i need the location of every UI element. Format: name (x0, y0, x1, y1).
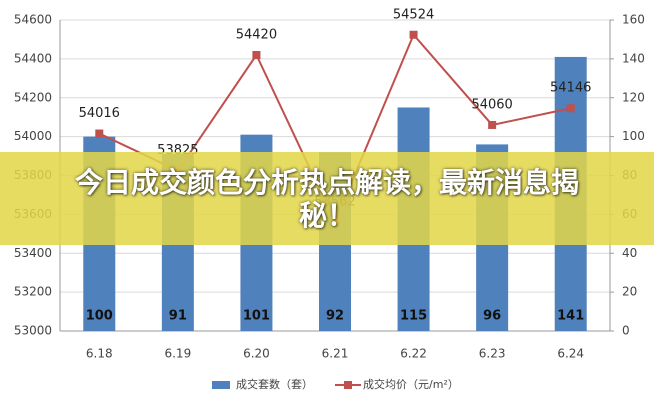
y-tick-label: 54400 (14, 51, 52, 65)
y2-tick-label: 100 (622, 129, 645, 143)
legend-label: 成交套数（套） (236, 377, 313, 391)
y2-tick-label: 160 (622, 13, 645, 27)
x-tick-label: 6.24 (557, 347, 584, 361)
bar-label: 115 (400, 309, 427, 324)
x-tick-label: 6.23 (479, 347, 506, 361)
line-label: 54524 (393, 7, 434, 22)
bar-label: 91 (169, 309, 187, 324)
y-tick-label: 54200 (14, 90, 52, 104)
y2-tick-label: 0 (622, 324, 630, 338)
bar-label: 100 (86, 309, 113, 324)
x-tick-label: 6.18 (86, 347, 113, 361)
y2-tick-label: 140 (622, 51, 645, 65)
y-tick-label: 54000 (14, 129, 52, 143)
line-label: 54060 (471, 97, 512, 112)
x-tick-label: 6.21 (322, 347, 349, 361)
y-tick-label: 53000 (14, 324, 52, 338)
banner: 今日成交颜色分析热点解读，最新消息揭秘！ (0, 152, 654, 245)
x-tick-label: 6.20 (243, 347, 270, 361)
line-marker (409, 30, 418, 39)
y2-tick-label: 120 (622, 90, 645, 104)
legend-swatch (212, 381, 230, 389)
banner-title: 今日成交颜色分析热点解读，最新消息揭秘！ (74, 165, 579, 232)
x-tick-label: 6.22 (400, 347, 427, 361)
line-label: 54016 (79, 106, 120, 121)
bar-label: 92 (326, 309, 344, 324)
y-tick-label: 53200 (14, 285, 52, 299)
legend-swatch (344, 381, 352, 389)
bar-label: 101 (243, 309, 270, 324)
line-marker (95, 129, 104, 138)
bar-label: 96 (483, 309, 501, 324)
y-tick-label: 53400 (14, 246, 52, 260)
y-tick-label: 54600 (14, 13, 52, 27)
line-marker (252, 50, 261, 59)
legend-label: 成交均价（元/m²） (363, 377, 459, 391)
line-marker (488, 120, 497, 129)
x-tick-label: 6.19 (164, 347, 191, 361)
line-label: 54420 (236, 27, 277, 42)
y2-tick-label: 20 (622, 285, 637, 299)
line-marker (566, 104, 575, 113)
line-label: 54146 (550, 81, 591, 96)
bar-label: 141 (557, 309, 584, 324)
y2-tick-label: 40 (622, 246, 637, 260)
